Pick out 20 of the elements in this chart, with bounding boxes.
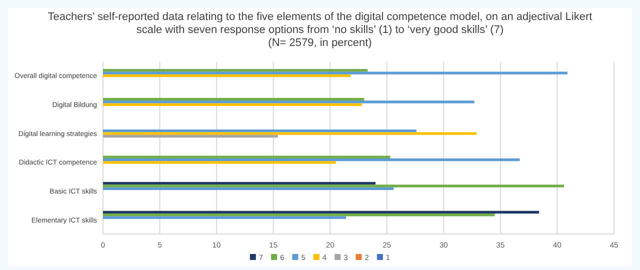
- bar: [103, 134, 278, 138]
- bar: [103, 132, 477, 135]
- chart-subtitle: (N= 2579, in percent): [268, 37, 372, 49]
- bar: [103, 210, 540, 214]
- bar: [103, 161, 336, 164]
- bar: [103, 216, 346, 219]
- bar: [103, 130, 416, 132]
- bar: [103, 74, 351, 78]
- bar: [103, 98, 364, 101]
- bar: [103, 69, 368, 72]
- bar: [103, 187, 394, 190]
- bar: [103, 182, 376, 185]
- chart-title: Teachers’ self-reported data relating to the five elements of the digital competence model, on an adjectival Likert scale with seven response options from ‘no skills’ (1) to ‘very good skills’ (7): [48, 11, 592, 36]
- bar: [103, 158, 520, 162]
- bar: [103, 184, 564, 188]
- bar: [103, 72, 568, 74]
- bar: [103, 103, 362, 106]
- bar: [103, 156, 390, 158]
- bar: [103, 214, 495, 216]
- bar: [103, 100, 474, 104]
